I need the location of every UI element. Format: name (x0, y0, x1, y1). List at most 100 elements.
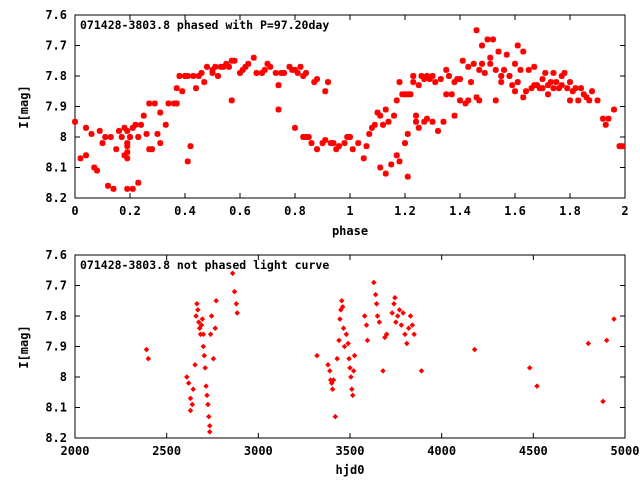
unphased-y-axis-label: I[mag] (17, 325, 31, 368)
unphased-y-tick-label: 7.8 (45, 309, 67, 323)
phased-data-point (292, 124, 298, 131)
phased-data-point (286, 63, 293, 70)
phased-data-point (558, 82, 565, 89)
phased-data-point (578, 85, 584, 92)
phased-data-point (567, 97, 573, 104)
unphased-data-point (400, 310, 406, 316)
phased-data-point (201, 79, 208, 86)
phased-data-point (303, 69, 309, 76)
unphased-data-point (330, 377, 337, 383)
unphased-x-tick-label: 4000 (427, 444, 456, 458)
phased-data-point (393, 97, 400, 104)
phased-data-point (525, 66, 532, 73)
phased-data-point (407, 91, 414, 98)
phased-data-point (556, 85, 562, 92)
phased-data-point (473, 27, 480, 34)
phased-x-tick-label: 1.8 (559, 204, 581, 218)
phased-data-point (371, 121, 378, 128)
phased-data-point (514, 42, 521, 49)
phased-data-point (451, 112, 458, 119)
phased-data-point (429, 73, 436, 79)
unphased-data-point (534, 383, 540, 389)
unphased-data-point (346, 355, 352, 362)
unphased-y-tick-label: 8 (60, 370, 67, 384)
phased-data-point (314, 146, 320, 153)
phased-data-point (446, 73, 452, 79)
phased-data-point (184, 158, 191, 165)
phased-y-tick-label: 8.1 (45, 161, 67, 175)
phased-data-point (487, 54, 494, 61)
unphased-data-point (371, 279, 377, 286)
unphased-data-point (187, 395, 194, 402)
phased-data-point (272, 69, 279, 76)
phased-data-point (107, 134, 114, 140)
phased-data-point (377, 112, 384, 119)
phased-data-point (341, 140, 348, 147)
unphased-data-point (204, 392, 210, 399)
unphased-data-point (341, 343, 348, 350)
phased-data-point (102, 134, 109, 140)
phased-data-point (94, 167, 100, 174)
phased-data-point (594, 97, 601, 104)
unphased-data-point (199, 316, 206, 322)
phased-data-point (404, 130, 411, 137)
phased-data-point (314, 76, 320, 83)
unphased-data-point (233, 301, 240, 307)
unphased-data-point (338, 297, 345, 304)
phased-data-point (149, 146, 155, 153)
phased-data-point (382, 106, 389, 113)
phased-data-point (297, 63, 304, 70)
phased-data-point (198, 69, 205, 76)
phased-x-tick-label: 0.4 (174, 204, 196, 218)
unphased-y-tick-label: 7.6 (45, 248, 67, 262)
phased-data-point (589, 88, 595, 95)
phased-data-point (305, 134, 312, 140)
phased-data-point (465, 97, 472, 104)
unphased-data-point (418, 368, 425, 374)
phased-data-point (228, 97, 235, 104)
phased-data-point (157, 140, 164, 147)
phased-data-point (512, 60, 518, 67)
phased-data-point (534, 82, 540, 89)
phased-data-point (99, 140, 106, 147)
unphased-data-point (334, 355, 340, 362)
phased-data-point (545, 91, 551, 98)
unphased-data-point (201, 352, 208, 359)
phased-data-point (105, 182, 111, 189)
unphased-data-point (206, 413, 212, 420)
unphased-data-point (363, 322, 370, 328)
unphased-data-point (234, 310, 241, 316)
unphased-data-point (192, 362, 198, 368)
unphased-data-point (145, 355, 152, 362)
unphased-data-point (393, 319, 399, 325)
unphased-data-point (189, 401, 196, 408)
phased-data-point (424, 115, 430, 122)
unphased-data-point (405, 325, 412, 331)
phased-x-tick-label: 1.4 (449, 204, 471, 218)
unphased-y-tick-label: 8.2 (45, 431, 67, 445)
unphased-data-point (585, 340, 592, 347)
phased-data-point (561, 69, 568, 76)
unphased-data-point (394, 313, 401, 319)
phased-data-point (118, 134, 125, 140)
phased-data-point (377, 164, 384, 171)
phased-data-point (531, 63, 538, 70)
phased-data-point (564, 85, 571, 92)
phased-data-point (457, 76, 463, 83)
phased-data-point (110, 185, 117, 192)
phased-x-tick-label: 1.2 (394, 204, 416, 218)
unphased-data-point (193, 313, 199, 319)
phased-data-point (514, 79, 521, 86)
phased-data-point (490, 36, 496, 43)
unphased-data-point (340, 325, 347, 331)
unphased-data-point (374, 313, 381, 319)
unphased-data-point (383, 331, 390, 338)
unphased-data-point (206, 423, 213, 429)
phased-data-point (83, 124, 89, 131)
phased-data-point (495, 48, 502, 55)
unphased-data-point (411, 331, 417, 338)
unphased-x-tick-label: 3500 (336, 444, 365, 458)
phased-data-point (498, 79, 505, 86)
phased-data-point (432, 79, 439, 86)
phased-data-point (165, 100, 172, 107)
